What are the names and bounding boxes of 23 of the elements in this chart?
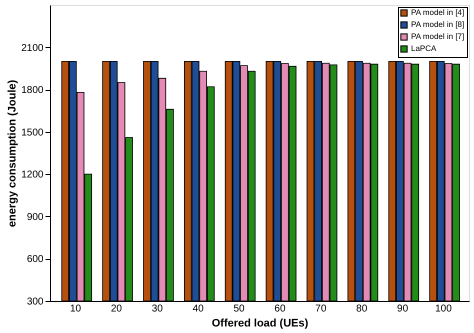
x-tick-label: 20 — [110, 304, 122, 314]
x-tick-label: 30 — [152, 304, 164, 314]
legend-label: PA model in [7] — [411, 32, 464, 41]
x-tick-label: 50 — [234, 304, 246, 314]
x-tick-label: 90 — [397, 304, 409, 314]
x-tick-label: 70 — [315, 304, 327, 314]
x-tick-label: 100 — [435, 304, 452, 314]
x-axis-title: Offered load (UEs) — [212, 318, 309, 330]
legend-label: PA model in [8] — [411, 20, 464, 29]
legend-label: LaPCA — [411, 44, 438, 53]
y-tick-label: 1500 — [21, 127, 44, 138]
y-tick-label: 1800 — [21, 85, 44, 96]
x-tick-label: 80 — [356, 304, 368, 314]
y-tick-label: 600 — [26, 254, 44, 266]
y-axis-title: energy consumption (Joule) — [6, 80, 18, 228]
y-tick-label: 1200 — [21, 170, 44, 181]
x-tick-label: 10 — [70, 304, 82, 314]
x-tick-label: 60 — [274, 304, 286, 314]
y-tick-label: 2100 — [21, 42, 44, 54]
y-tick-label: 900 — [26, 212, 44, 223]
y-tick-label: 300 — [26, 296, 44, 308]
x-tick-label: 40 — [192, 304, 204, 314]
legend-label: PA model in [4] — [411, 8, 464, 17]
